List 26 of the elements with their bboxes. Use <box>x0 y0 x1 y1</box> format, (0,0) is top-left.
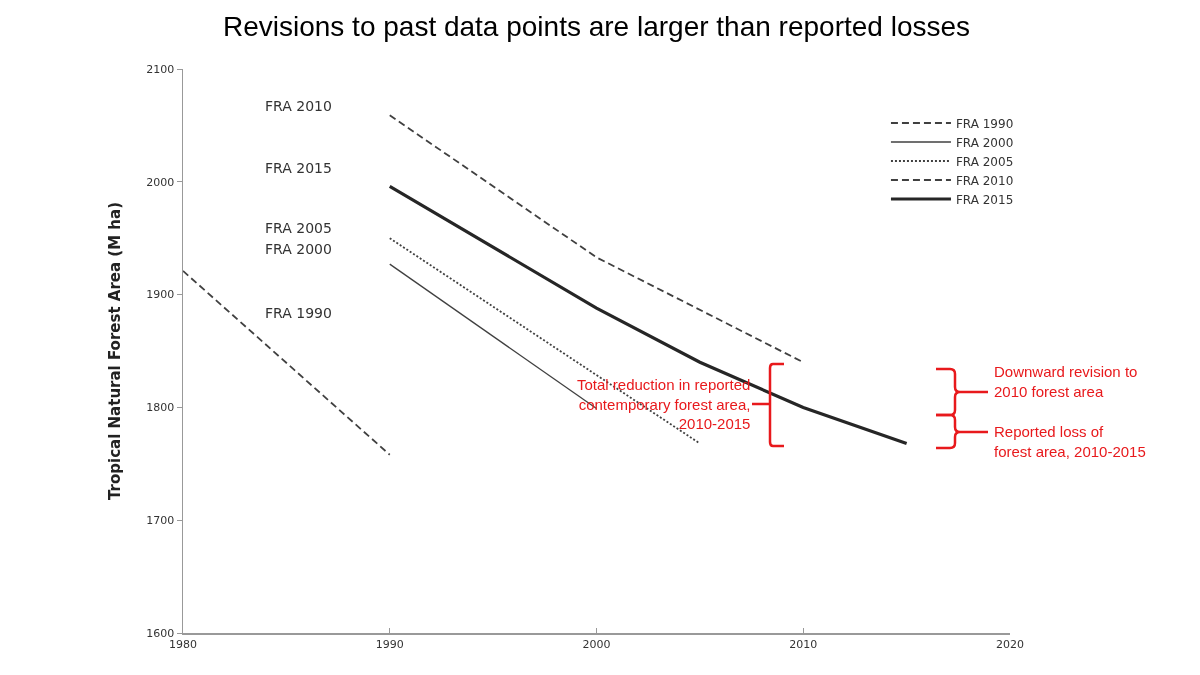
legend-label: FRA 1990 <box>955 116 1014 131</box>
legend-label: FRA 2015 <box>955 192 1014 207</box>
y-tick-label: 1700 <box>146 514 175 528</box>
x-tick-label: 2020 <box>996 637 1024 651</box>
annotation: Downward revision to 2010 forest area <box>994 363 1138 400</box>
y-tick-label: 2000 <box>146 175 175 189</box>
x-tick-label: 1990 <box>375 637 404 651</box>
y-tick-label: 1900 <box>146 288 175 302</box>
text: FRA 2015 <box>265 160 332 176</box>
y-tick-label: 1800 <box>146 401 175 415</box>
legend-label: FRA 2010 <box>955 173 1014 188</box>
text: FRA 1990 <box>265 305 332 321</box>
x-tick-label: 2000 <box>582 637 611 651</box>
x-tick-label: 1980 <box>169 637 197 651</box>
line-series <box>388 184 909 446</box>
legend-label: FRA 2000 <box>955 135 1014 150</box>
chart-title: Revisions to past data points are larger than reported losses <box>222 11 971 43</box>
annotation: Reported loss of forest area, 2010-2015 <box>994 423 1146 460</box>
text: FRA 2005 <box>265 220 332 236</box>
y-tick-label: 1600 <box>146 626 175 640</box>
x-tick-label: 2010 <box>789 637 818 651</box>
text: FRA 2000 <box>265 241 332 257</box>
y-tick-label: 2100 <box>146 62 175 76</box>
y-axis-title: Tropical Natural Forest Area (M ha) <box>105 202 124 500</box>
legend-label: FRA 2005 <box>955 154 1014 169</box>
text: FRA 2010 <box>265 98 332 114</box>
